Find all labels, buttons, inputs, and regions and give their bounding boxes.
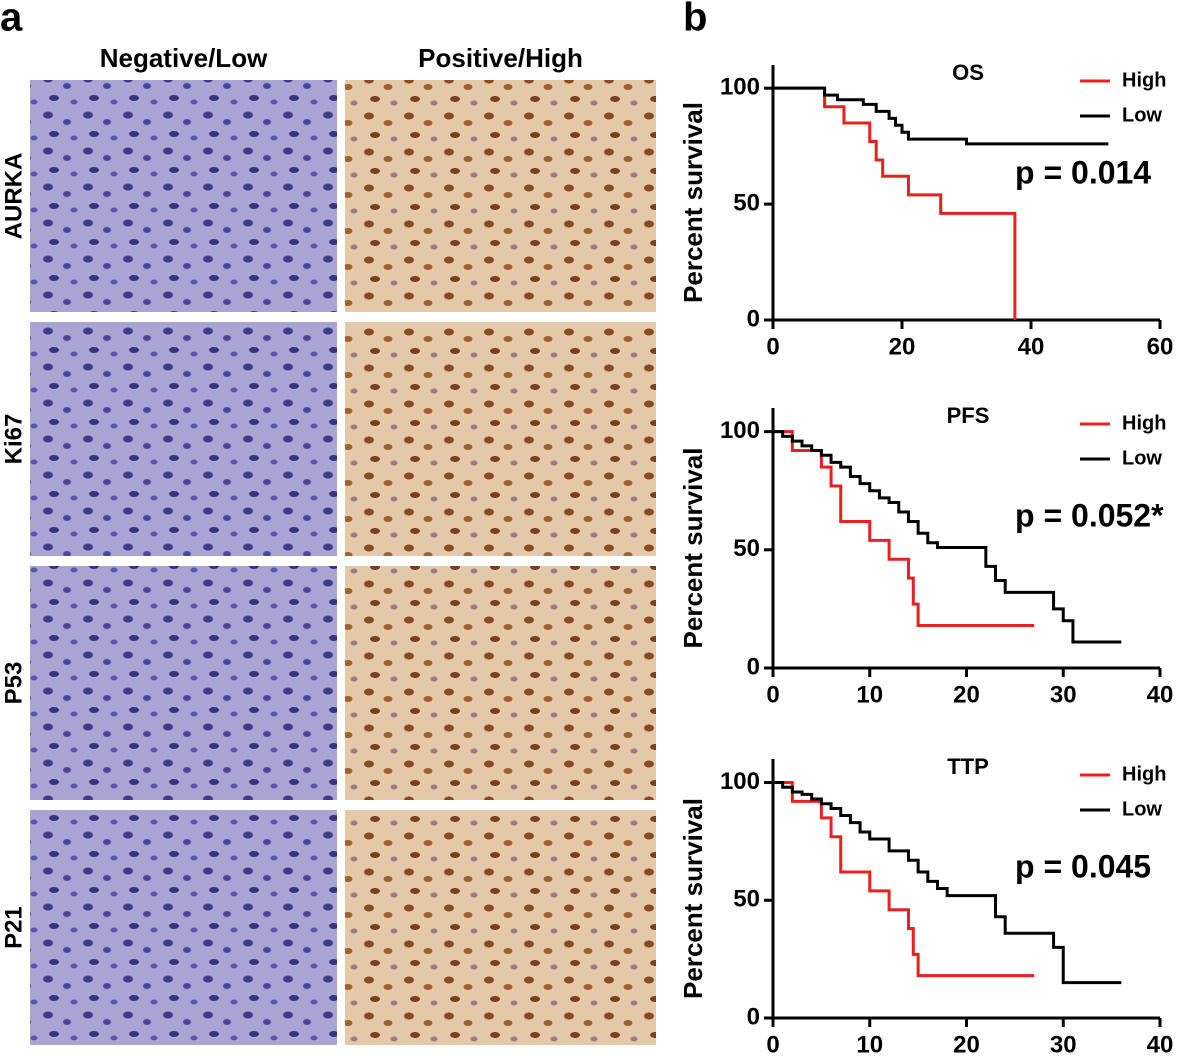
chart-title: TTP [947,754,989,779]
x-tick-label: 20 [889,333,916,360]
x-tick-label: 40 [1147,681,1174,708]
panel-label: a [0,0,23,40]
survival-curve [773,430,1035,627]
y-axis-label: Percent survival [678,102,708,303]
p-value: p = 0.045 [1015,848,1151,884]
x-tick-label: 0 [766,681,779,708]
p-value: p = 0.014 [1015,154,1151,190]
ihc-image [30,566,337,800]
x-tick-label: 40 [1018,333,1045,360]
survival-curve [773,86,1109,146]
ihc-image [30,80,337,312]
y-tick-label: 0 [747,1003,760,1030]
y-tick-label: 50 [733,189,760,216]
ihc-image [345,566,656,800]
y-tick-label: 100 [720,74,760,101]
row-label: Ki67 [0,414,27,465]
column-header: Positive/High [418,43,583,73]
chart-title: PFS [947,403,990,428]
survival-curve [773,781,1122,985]
x-tick-label: 20 [953,681,980,708]
x-tick-label: 30 [1050,681,1077,708]
p-value: p = 0.052* [1015,497,1164,533]
x-tick-label: 20 [953,1031,980,1057]
legend-label: High [1122,69,1166,91]
ihc-image [30,322,337,556]
survival-curve [773,781,1035,978]
y-axis-label: Percent survival [678,448,708,649]
legend-label: High [1122,763,1166,785]
y-tick-label: 50 [733,535,760,562]
row-label: P53 [0,662,27,705]
x-tick-label: 60 [1147,333,1174,360]
row-label: P21 [0,906,27,949]
y-tick-label: 100 [720,768,760,795]
x-tick-label: 40 [1147,1031,1174,1057]
x-tick-label: 0 [766,1031,779,1057]
ihc-image [345,322,656,556]
y-tick-label: 100 [720,417,760,444]
y-tick-label: 0 [747,305,760,332]
x-tick-label: 10 [856,681,883,708]
survival-curve [773,86,1017,320]
legend-label: High [1122,412,1166,434]
legend-label: Low [1122,798,1162,820]
panel-label: b [683,0,707,40]
ihc-image [345,80,656,312]
y-axis-label: Percent survival [678,798,708,999]
chart-title: OS [952,60,984,85]
x-tick-label: 30 [1050,1031,1077,1057]
ihc-image [345,810,656,1045]
legend-label: Low [1122,447,1162,469]
y-tick-label: 0 [747,653,760,680]
column-header: Negative/Low [100,43,268,73]
row-label: AURKA [0,153,27,240]
x-tick-label: 10 [856,1031,883,1057]
x-tick-label: 0 [766,333,779,360]
legend-label: Low [1122,104,1162,126]
ihc-image [30,810,337,1045]
survival-curve [773,430,1122,644]
y-tick-label: 50 [733,886,760,913]
